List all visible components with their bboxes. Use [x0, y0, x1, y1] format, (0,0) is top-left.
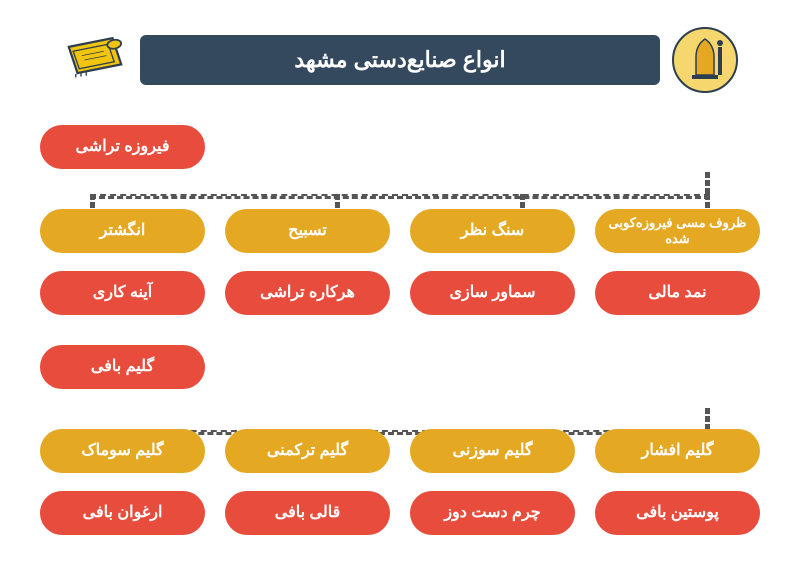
- tree1-child-2: سنگ نظر: [410, 209, 575, 253]
- tree1-parent: فیروزه تراشی: [40, 125, 205, 169]
- header: انواع صنایع‌دستی مشهد: [60, 20, 740, 100]
- tree2-child-3: گلیم افشار: [595, 429, 760, 473]
- diagram-content: فیروزه تراشی انگشتر تسبیح سنگ نظر ظروف م…: [0, 125, 800, 535]
- tree1-parent-row: فیروزه تراشی: [40, 125, 760, 169]
- bottom-2: چرم دست دوز: [410, 491, 575, 535]
- mid-row: آینه کاری هرکاره تراشی سماور سازی نمد ما…: [40, 271, 760, 315]
- carpet-roll-icon: [60, 25, 130, 95]
- tree2-parent: گلیم بافی: [40, 345, 205, 389]
- tree1-child-0: انگشتر: [40, 209, 205, 253]
- bottom-0: ارغوان بافی: [40, 491, 205, 535]
- tree2-parent-row: گلیم بافی: [40, 345, 760, 389]
- mid-0: آینه کاری: [40, 271, 205, 315]
- tree2-children-row: گلیم سوماک گلیم ترکمنی گلیم سوزنی گلیم ا…: [40, 429, 760, 473]
- bottom-1: قالی بافی: [225, 491, 390, 535]
- mashhad-shrine-icon: [670, 25, 740, 95]
- tree2-child-2: گلیم سوزنی: [410, 429, 575, 473]
- mid-3: نمد مالی: [595, 271, 760, 315]
- mid-1: هرکاره تراشی: [225, 271, 390, 315]
- bottom-3: پوستین بافی: [595, 491, 760, 535]
- tree1-child-3: ظروف مسی فیروزه‌کوبی شده: [595, 209, 760, 253]
- header-title: انواع صنایع‌دستی مشهد: [140, 35, 660, 85]
- tree1-child-1: تسبیح: [225, 209, 390, 253]
- connector-layer-1: [0, 125, 800, 535]
- tree1-children-row: انگشتر تسبیح سنگ نظر ظروف مسی فیروزه‌کوب…: [40, 209, 760, 253]
- tree2-child-0: گلیم سوماک: [40, 429, 205, 473]
- tree2-child-1: گلیم ترکمنی: [225, 429, 390, 473]
- bottom-row: ارغوان بافی قالی بافی چرم دست دوز پوستین…: [40, 491, 760, 535]
- mid-2: سماور سازی: [410, 271, 575, 315]
